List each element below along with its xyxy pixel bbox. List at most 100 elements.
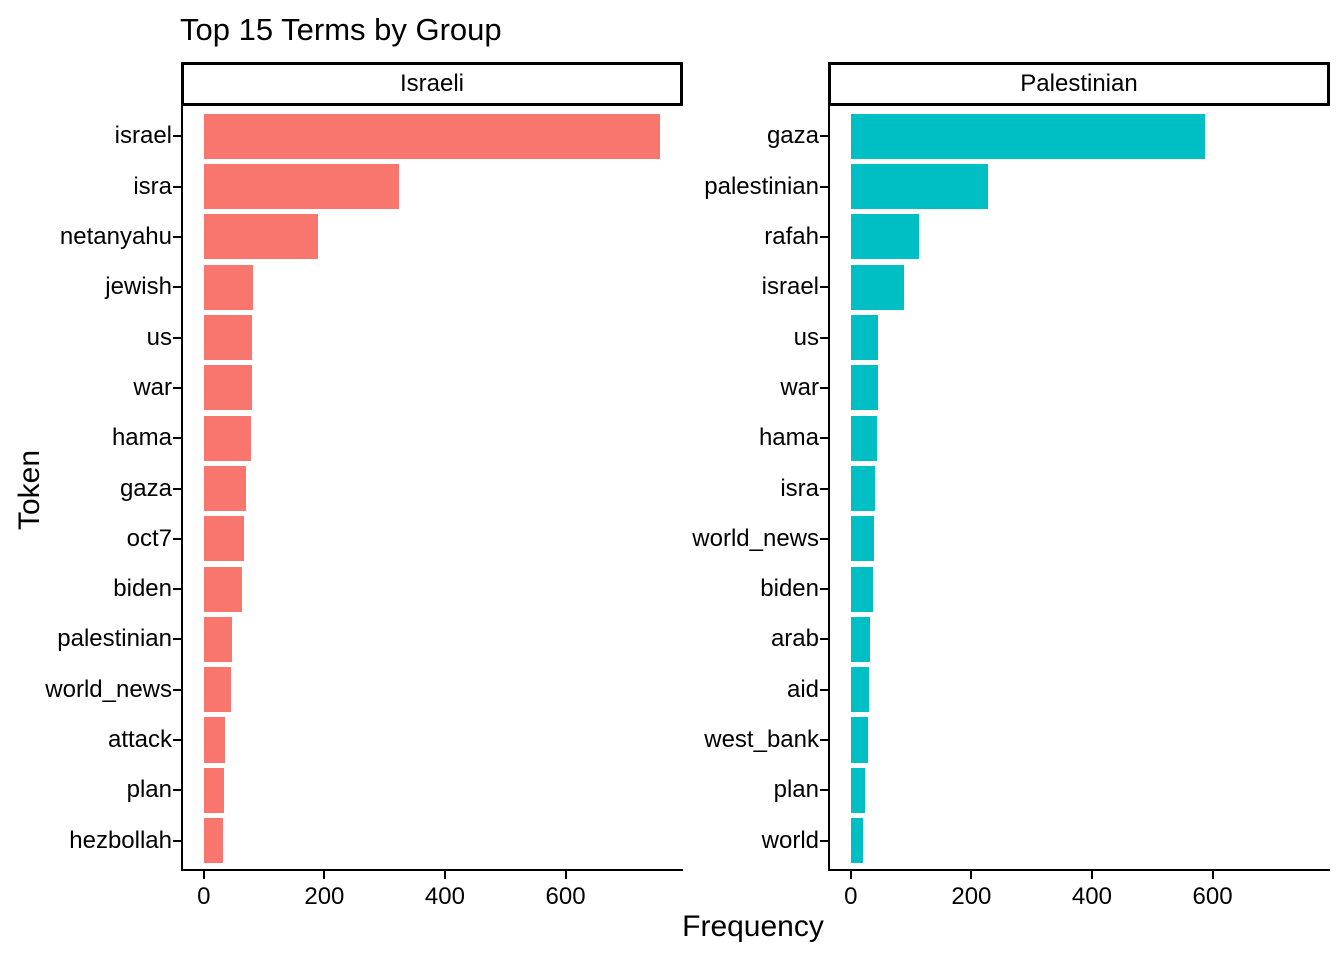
x-tick bbox=[323, 871, 326, 879]
bar-hama bbox=[850, 415, 877, 461]
bar-war bbox=[203, 365, 253, 411]
y-tick-label: war bbox=[780, 373, 819, 401]
y-tick-label: jewish bbox=[105, 273, 172, 301]
y-tick-label: hama bbox=[111, 424, 172, 452]
bar-israel bbox=[850, 264, 904, 310]
x-tick-label: 600 bbox=[545, 883, 586, 910]
y-tick-label: isra bbox=[133, 172, 172, 200]
y-tick bbox=[173, 286, 181, 289]
bar-gaza bbox=[203, 465, 246, 512]
x-tick bbox=[1211, 871, 1214, 879]
bar-world_news bbox=[203, 667, 231, 713]
bar-rafah bbox=[850, 214, 919, 260]
x-tick-label: 0 bbox=[197, 883, 211, 910]
facet-strip-label: Palestinian bbox=[1020, 70, 1138, 97]
bar-hezbollah bbox=[203, 818, 223, 864]
y-tick-label: war bbox=[133, 373, 172, 401]
y-tick-label: world_news bbox=[692, 524, 819, 552]
bar-world_news bbox=[850, 516, 875, 562]
facet-israeli: Israeli israel isra netanyahu jewish us war ha… bbox=[45, 62, 683, 910]
bar-biden bbox=[850, 566, 873, 612]
x-tick bbox=[849, 871, 852, 879]
y-tick-label: netanyahu bbox=[59, 222, 172, 250]
x-tick-label: 200 bbox=[304, 883, 345, 910]
bar-palestinian bbox=[203, 616, 233, 663]
y-tick-label: world_news bbox=[45, 675, 172, 703]
x-tick bbox=[443, 871, 446, 879]
bar-attack bbox=[203, 717, 225, 763]
y-tick bbox=[820, 839, 828, 842]
y-tick-label: us bbox=[146, 323, 172, 351]
y-tick-label: hezbollah bbox=[69, 826, 172, 854]
bar-jewish bbox=[203, 264, 254, 310]
y-tick bbox=[173, 588, 181, 591]
y-tick bbox=[173, 437, 181, 440]
bar-hama bbox=[203, 415, 251, 461]
y-tick bbox=[820, 588, 828, 591]
bar-war bbox=[850, 365, 878, 411]
y-tick-label: arab bbox=[770, 625, 819, 653]
chart-title: Top 15 Terms by Group bbox=[180, 12, 502, 47]
y-tick-label: world bbox=[761, 826, 819, 854]
facet-strip-israeli: Israeli bbox=[181, 62, 683, 106]
y-tick-label: attack bbox=[107, 726, 172, 754]
bar-plan bbox=[203, 767, 224, 814]
y-tick-label: plan bbox=[126, 776, 172, 804]
y-tick bbox=[820, 688, 828, 691]
y-tick bbox=[173, 537, 181, 540]
y-tick-label: israel bbox=[761, 273, 819, 301]
y-tick-label: gaza bbox=[119, 474, 172, 502]
y-tick-label: biden bbox=[113, 575, 172, 603]
facet-strip-palestinian: Palestinian bbox=[828, 62, 1330, 106]
y-tick bbox=[820, 286, 828, 289]
y-tick bbox=[173, 386, 181, 389]
y-tick-label: aid bbox=[786, 675, 819, 703]
bar-palestinian bbox=[850, 163, 989, 210]
x-tick bbox=[1090, 871, 1093, 879]
y-tick-label: hama bbox=[758, 424, 819, 452]
bar-oct7 bbox=[203, 516, 244, 562]
y-tick bbox=[173, 336, 181, 339]
bar-gaza bbox=[850, 113, 1206, 159]
y-tick bbox=[173, 688, 181, 691]
y-tick bbox=[820, 487, 828, 490]
bar-arab bbox=[850, 616, 870, 663]
x-axis-title: Frequency bbox=[682, 910, 824, 943]
y-tick-label: palestinian bbox=[57, 625, 172, 653]
y-tick bbox=[820, 537, 828, 540]
bar-isra bbox=[850, 465, 875, 512]
y-tick-label: oct7 bbox=[126, 524, 172, 552]
y-tick bbox=[173, 235, 181, 238]
x-tick-label: 200 bbox=[951, 883, 992, 910]
y-tick-label: gaza bbox=[766, 122, 819, 150]
y-tick bbox=[820, 739, 828, 742]
x-tick-label: 400 bbox=[424, 883, 465, 910]
facet-strip-label: Israeli bbox=[399, 70, 465, 97]
y-tick bbox=[173, 185, 181, 188]
y-tick bbox=[820, 235, 828, 238]
y-tick-label: biden bbox=[760, 575, 819, 603]
y-tick bbox=[173, 739, 181, 742]
y-tick bbox=[173, 789, 181, 792]
x-tick bbox=[202, 871, 205, 879]
y-tick-label: us bbox=[793, 323, 819, 351]
y-tick-label: plan bbox=[773, 776, 819, 804]
y-tick-label: palestinian bbox=[704, 172, 819, 200]
y-tick bbox=[173, 839, 181, 842]
y-tick bbox=[173, 638, 181, 641]
y-axis-title: Token bbox=[13, 449, 46, 531]
bar-west_bank bbox=[850, 717, 869, 763]
bar-world bbox=[850, 818, 863, 864]
bar-us bbox=[203, 314, 253, 361]
facet-palestinian: Palestinian gaza palestinian rafah israel us… bbox=[692, 62, 1330, 910]
y-tick-label: israel bbox=[114, 122, 172, 150]
y-tick-label: west_bank bbox=[704, 726, 819, 754]
x-tick bbox=[564, 871, 567, 879]
x-tick-label: 0 bbox=[844, 883, 858, 910]
y-tick bbox=[820, 135, 828, 138]
bar-plan bbox=[850, 767, 866, 814]
bar-netanyahu bbox=[203, 214, 319, 260]
bar-isra bbox=[203, 163, 400, 210]
y-tick bbox=[820, 386, 828, 389]
